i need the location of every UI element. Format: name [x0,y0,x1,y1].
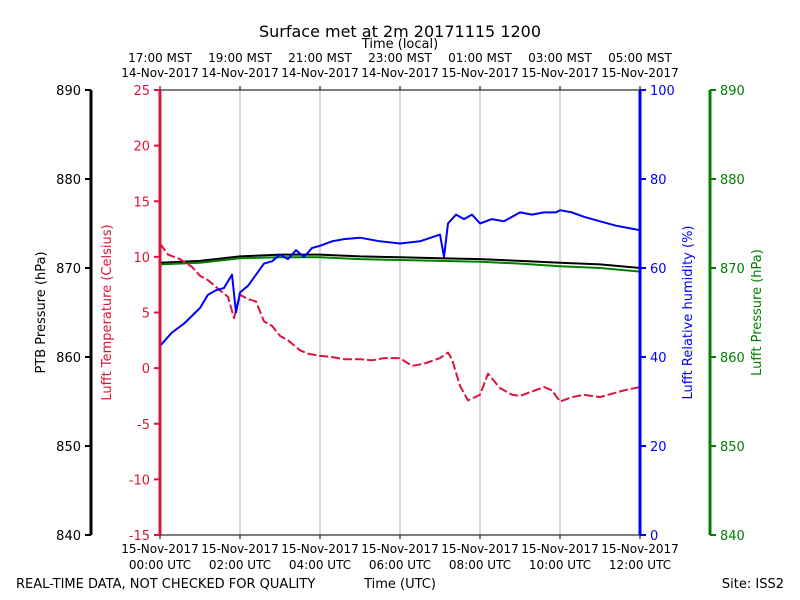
lufft-temperature-tick-label: 5 [142,307,150,322]
x-tick-label-date: 15-Nov-2017 [521,542,599,556]
lufft-relative-humidity-axis-label: Lufft Relative humidity (%) [681,225,696,399]
lufft-temperature-tick-label: 0 [142,362,150,377]
x-tick-label-local-date: 15-Nov-2017 [601,66,679,80]
lufft-temperature-tick-label: 10 [133,251,150,266]
lufft-relative-humidity-tick-label: 100 [650,84,675,99]
chart-title: Surface met at 2m 20171115 1200 [259,22,541,41]
lufft-pressure-tick-label: 860 [720,351,745,366]
x-tick-label-date: 15-Nov-2017 [601,542,679,556]
x-tick-label-local-date: 14-Nov-2017 [281,66,359,80]
x-tick-label-date: 15-Nov-2017 [281,542,359,556]
x-tick-label-utc: 04:00 UTC [289,558,351,572]
x-tick-label-local-date: 15-Nov-2017 [441,66,519,80]
x-tick-label-local-time: 05:00 MST [608,51,672,65]
series-ptb-pressure [159,253,641,269]
ptb-pressure-tick-label: 880 [56,173,81,188]
x-tick-label-local-time: 23:00 MST [368,51,432,65]
x-tick-label-local-time: 01:00 MST [448,51,512,65]
lufft-pressure-axis-label: Lufft Pressure (hPa) [750,249,765,376]
data-series [159,209,641,403]
x-tick-label-date: 15-Nov-2017 [441,542,519,556]
x-tick-label-utc: 02:00 UTC [209,558,271,572]
x-tick-label-local-date: 14-Nov-2017 [201,66,279,80]
footer-site: Site: ISS2 [722,577,784,592]
x-tick-label-utc: 00:00 UTC [129,558,191,572]
x-axis-label: Time (UTC) [363,577,436,592]
x-tick-label-local-date: 14-Nov-2017 [121,66,199,80]
ptb-pressure-axis-label: PTB Pressure (hPa) [34,251,49,373]
grid-lines [239,90,561,535]
lufft-pressure-tick-label: 850 [720,440,745,455]
top-axis-label: Time (local) [361,37,438,52]
lufft-pressure-tick-label: 880 [720,173,745,188]
lufft-pressure-tick-label: 870 [720,262,745,277]
lufft-pressure-tick-label: 840 [720,529,745,544]
lufft-relative-humidity-tick-label: 80 [650,173,667,188]
x-tick-label-utc: 10:00 UTC [529,558,591,572]
series-lufft-pressure [159,256,641,273]
ptb-pressure-tick-label: 840 [56,529,81,544]
lufft-temperature-tick-label: 25 [133,84,150,99]
x-tick-label-date: 15-Nov-2017 [201,542,279,556]
ptb-pressure-tick-label: 890 [56,84,81,99]
x-tick-label-utc: 06:00 UTC [369,558,431,572]
x-tick-label-local-date: 15-Nov-2017 [521,66,599,80]
lufft-temperature-tick-label: -10 [129,473,150,488]
ptb-pressure-tick-label: 850 [56,440,81,455]
x-tick-label-date: 15-Nov-2017 [121,542,199,556]
ptb-pressure-tick-label: 860 [56,351,81,366]
x-tick-label-local-time: 17:00 MST [128,51,192,65]
lufft-pressure-tick-label: 890 [720,84,745,99]
lufft-relative-humidity-tick-label: 60 [650,262,667,277]
lufft-temperature-tick-label: 15 [133,195,150,210]
lufft-temperature-tick-label: -15 [129,529,150,544]
x-tick-label-local-time: 03:00 MST [528,51,592,65]
lufft-temperature-tick-label: -5 [137,418,150,433]
lufft-relative-humidity-tick-label: 20 [650,440,667,455]
lufft-temperature-tick-label: 20 [133,140,150,155]
series-lufft-temperature [159,242,641,403]
x-tick-label-utc: 08:00 UTC [449,558,511,572]
x-tick-label-date: 15-Nov-2017 [361,542,439,556]
x-tick-label-local-time: 19:00 MST [208,51,272,65]
x-tick-label-local-date: 14-Nov-2017 [361,66,439,80]
footer-quality-note: REAL-TIME DATA, NOT CHECKED FOR QUALITY [16,577,315,592]
lufft-relative-humidity-tick-label: 0 [650,529,658,544]
series-lufft-relative-humidity [159,209,641,347]
x-tick-label-local-time: 21:00 MST [288,51,352,65]
lufft-temperature-axis-label: Lufft Temperature (Celsius) [100,224,115,400]
lufft-relative-humidity-tick-label: 40 [650,351,667,366]
x-tick-label-utc: 12:00 UTC [609,558,671,572]
ptb-pressure-tick-label: 870 [56,262,81,277]
axes: 15-Nov-2017 00:00 UTC 15-Nov-2017 02:00 UTC… [34,51,765,572]
